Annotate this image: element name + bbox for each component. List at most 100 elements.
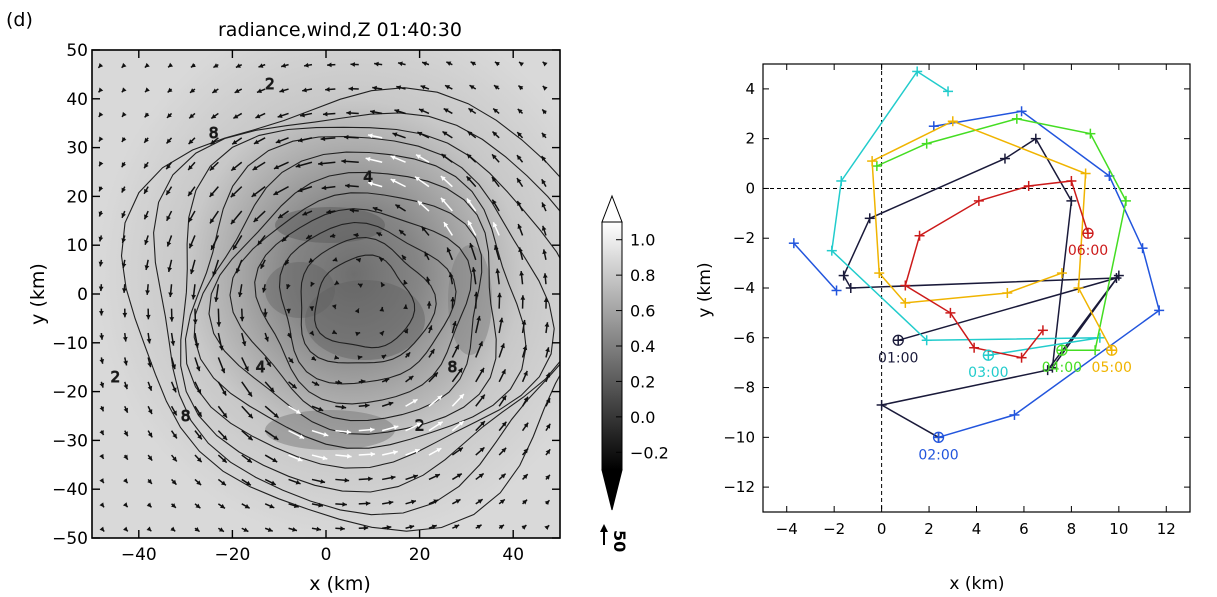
right-y-tick-label: 2 bbox=[745, 130, 755, 148]
wind-vector-head bbox=[188, 191, 193, 197]
contour-label: 8 bbox=[181, 407, 191, 425]
wind-vector-head bbox=[412, 399, 418, 404]
wind-vector-head bbox=[452, 321, 457, 326]
wind-vector-head bbox=[243, 527, 249, 532]
wind-vector-head bbox=[545, 347, 550, 353]
wind-vector-head bbox=[230, 219, 236, 225]
wind-vector-head bbox=[121, 136, 127, 142]
wind-vector-head bbox=[523, 422, 529, 428]
wind-vector-head bbox=[98, 236, 104, 242]
left-y-tick-label: 50 bbox=[66, 41, 88, 61]
wind-vector-head bbox=[169, 317, 175, 322]
colorbar-tick-label: 0.0 bbox=[630, 408, 655, 427]
track-start-circle bbox=[892, 334, 904, 346]
dark-core-2 bbox=[265, 262, 335, 318]
wind-vector-head bbox=[258, 63, 264, 68]
wind-vector-head bbox=[275, 138, 281, 144]
wind-vector-head bbox=[314, 381, 320, 386]
wind-vector-head bbox=[346, 453, 352, 459]
radiance-wind-panel: (d) radiance,wind,Z 01:40:30 28482482 −4… bbox=[6, 9, 669, 595]
wind-vector-head bbox=[440, 176, 446, 181]
wind-vector-head bbox=[372, 85, 377, 91]
wind-vector-head bbox=[232, 139, 238, 145]
wind-vector-head bbox=[302, 87, 307, 93]
wind-vector-head bbox=[245, 480, 251, 486]
wind-vector-head bbox=[295, 409, 301, 414]
wind-vector-head bbox=[278, 213, 284, 219]
wind-vector-head bbox=[166, 241, 172, 247]
wind-vector-head bbox=[318, 161, 323, 166]
wind-vector-head bbox=[442, 131, 448, 136]
wind-vector-head bbox=[454, 524, 460, 530]
wind-vector-head bbox=[171, 364, 177, 370]
wind-vector-head bbox=[166, 215, 171, 221]
wind-vector-head bbox=[309, 306, 315, 311]
wind-vector-head bbox=[454, 344, 459, 350]
wind-vector-head bbox=[421, 226, 427, 232]
wind-vector-head bbox=[221, 457, 227, 463]
wind-vector-head bbox=[256, 88, 262, 93]
wind-vector-head bbox=[337, 379, 343, 385]
wind-vector-head bbox=[147, 362, 152, 368]
left-y-tick-label: −50 bbox=[52, 529, 88, 549]
wind-vector-head bbox=[195, 503, 201, 509]
left-y-tick-label: −30 bbox=[52, 431, 88, 451]
wind-vector-head bbox=[403, 304, 408, 310]
right-y-label: y (km) bbox=[695, 262, 715, 317]
left-x-tick-label: 0 bbox=[321, 545, 332, 565]
wind-vector-head bbox=[349, 208, 355, 213]
right-x-tick-label: −2 bbox=[823, 520, 845, 538]
wind-vector-head bbox=[170, 340, 176, 346]
contour-label: 8 bbox=[209, 124, 219, 142]
colorbar-top-arrow bbox=[601, 194, 623, 223]
wind-vector-head bbox=[144, 188, 149, 194]
wind-vector-head bbox=[405, 352, 411, 358]
wind-vector-head bbox=[392, 450, 398, 455]
wind-vector-head bbox=[501, 369, 506, 375]
wind-vector-head bbox=[545, 398, 551, 404]
wind-vector-head bbox=[297, 187, 303, 193]
wind-vector-head bbox=[479, 367, 485, 373]
wind-vector-head bbox=[145, 314, 151, 320]
reflectivity-contour bbox=[254, 208, 473, 405]
wind-vector-head bbox=[244, 366, 249, 372]
wind-vector-head bbox=[147, 385, 153, 391]
wind-vector-head bbox=[246, 458, 252, 463]
wind-vector-head bbox=[498, 317, 504, 323]
left-x-tick-label: 40 bbox=[502, 545, 524, 565]
wind-vector-head bbox=[99, 161, 104, 167]
wind-vector-head bbox=[286, 284, 291, 290]
wind-vector-head bbox=[396, 85, 402, 90]
right-y-tick-label: −10 bbox=[723, 428, 755, 446]
wind-vector-head bbox=[476, 524, 482, 530]
wind-vector-head bbox=[381, 354, 387, 360]
wind-vector-head bbox=[251, 192, 257, 197]
reference-lines bbox=[763, 64, 1190, 512]
wind-vector-head bbox=[517, 200, 522, 206]
wind-vector-head bbox=[522, 499, 528, 505]
wind-vector-head bbox=[123, 360, 128, 366]
wind-vector-head bbox=[235, 63, 241, 68]
wind-vector-head bbox=[172, 456, 177, 462]
left-x-label: x (km) bbox=[309, 573, 371, 595]
wind-vector-head bbox=[216, 322, 222, 327]
wind-vector-head bbox=[492, 222, 498, 228]
track-annotations: 01:00 02:00 03:00 04:00 05:00 06:00 bbox=[878, 227, 1132, 463]
left-y-tick-label: 0 bbox=[77, 285, 88, 305]
wind-vector-head bbox=[542, 61, 548, 67]
wind-vector-head bbox=[379, 306, 385, 312]
wind-vector-head bbox=[299, 434, 305, 439]
wind-vector-head bbox=[247, 435, 253, 441]
wind-vector-head bbox=[214, 297, 219, 302]
wind-vector-head bbox=[230, 192, 236, 198]
wind-vector-head bbox=[166, 190, 171, 195]
wind-vector-head bbox=[196, 389, 202, 395]
wind-vector-head bbox=[188, 139, 194, 145]
track-time-label: 02:00 bbox=[918, 447, 958, 463]
wind-vector-head bbox=[412, 474, 418, 480]
right-y-tick-label: 0 bbox=[745, 179, 755, 197]
left-x-tick-label: 20 bbox=[409, 545, 431, 565]
wind-vector-head bbox=[332, 257, 338, 262]
wind-vector-head bbox=[300, 112, 305, 118]
wind-vector-head bbox=[273, 435, 279, 440]
